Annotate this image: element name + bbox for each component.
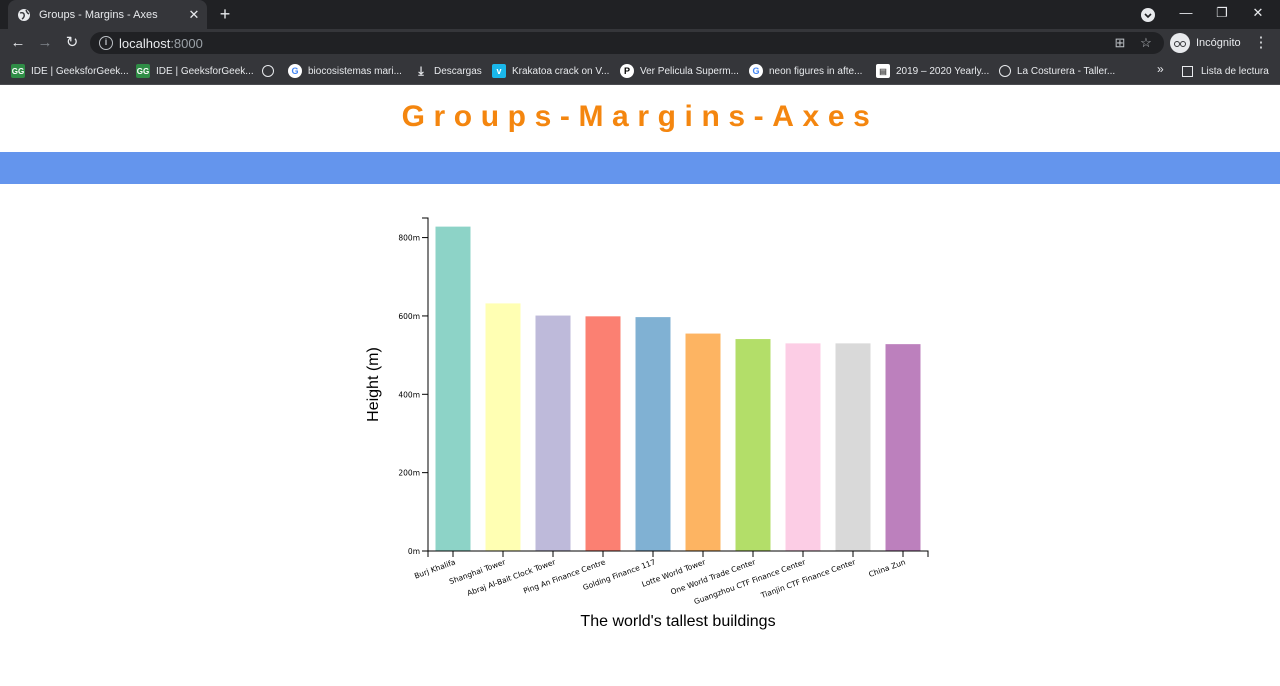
globe-icon [18, 8, 30, 21]
reload-icon[interactable]: ↻ [65, 34, 79, 51]
bookmark-item[interactable]: v Krakatoa crack on V... [492, 62, 609, 80]
page-title: Groups-Margins-Axes [401, 100, 879, 133]
browser-toolbar: ← → ↻ i localhost :8000 ⊞ ☆ [0, 29, 1280, 57]
tab-title: Groups - Margins - Axes [39, 8, 158, 21]
y-tick-label: 800m [398, 234, 420, 243]
bookmark-label: Ver Pelicula Superm... [640, 65, 739, 77]
browser-tab-strip: Groups - Margins - Axes ✕ + — ❐ ✕ [0, 0, 1280, 29]
y-tick-label: 200m [398, 469, 420, 478]
translate-icon[interactable]: ⊞ [1114, 35, 1126, 50]
y-tick-label: 400m [398, 390, 420, 399]
y-axis: 0m 200m 400m 600m 800m [398, 217, 429, 556]
download-icon: ⤓ [418, 63, 424, 78]
bookmark-label: Krakatoa crack on V... [512, 65, 610, 77]
bar [785, 343, 821, 551]
bookmark-item[interactable]: GG IDE | GeeksforGeek... [11, 62, 129, 80]
tab-search-icon[interactable] [1138, 5, 1158, 25]
bookmarks-bar: GG IDE | GeeksforGeek... GG IDE | Geeksf… [0, 57, 1280, 85]
google-icon: G [749, 64, 763, 78]
bookmark-item[interactable]: La Costurera - Taller... [999, 62, 1115, 80]
site-info-icon[interactable]: i [99, 36, 113, 50]
bookmark-label: IDE | GeeksforGeek... [31, 65, 129, 77]
reading-list-icon [1182, 65, 1193, 77]
reading-list-button[interactable]: Lista de lectura [1182, 62, 1269, 80]
new-tab-button[interactable]: + [219, 4, 231, 24]
x-tick-label: Abraj Al-Bait Clock Tower [466, 557, 558, 598]
bookmark-item[interactable]: ▤ 2019 – 2020 Yearly... [876, 62, 989, 80]
bookmark-item[interactable] [262, 62, 280, 80]
incognito-indicator[interactable]: Incógnito [1170, 32, 1241, 54]
window-close-icon[interactable]: ✕ [1252, 5, 1264, 20]
y-axis-line [422, 217, 429, 552]
bar [835, 343, 871, 551]
bookmark-label: biocosistemas mari... [308, 65, 402, 77]
bar [735, 339, 771, 551]
incognito-label: Incógnito [1196, 37, 1241, 49]
y-axis-title: Height (m) [365, 347, 382, 422]
x-tick-label: Ping An Finance Centre [522, 557, 607, 595]
bookmark-label: 2019 – 2020 Yearly... [896, 65, 990, 77]
x-tick-label: China Zun [867, 557, 906, 579]
x-axis-line [427, 550, 929, 557]
reading-list-label: Lista de lectura [1201, 65, 1269, 77]
bar [535, 315, 571, 551]
address-bar[interactable]: i localhost :8000 ⊞ ☆ [90, 32, 1164, 54]
x-tick-label: Tianjin CTF Finance Center [759, 557, 858, 600]
browser-tab[interactable]: Groups - Margins - Axes ✕ [8, 0, 207, 29]
bookmark-item[interactable]: ⤓ Descargas [414, 62, 482, 80]
bar [685, 333, 721, 551]
incognito-icon [1170, 33, 1190, 53]
menu-icon[interactable]: ⋮ [1253, 34, 1269, 51]
bookmark-item[interactable]: GG IDE | GeeksforGeek... [136, 62, 254, 80]
x-axis-title: The world's tallest buildings [580, 613, 775, 630]
doc-icon: ▤ [876, 64, 890, 78]
gfg-icon: GG [136, 64, 150, 78]
bookmarks-more-icon[interactable]: » [1157, 62, 1164, 76]
bar [885, 344, 921, 551]
forward-icon[interactable]: → [37, 34, 53, 51]
bookmark-item[interactable]: P Ver Pelicula Superm... [620, 62, 739, 80]
globe-icon [999, 65, 1011, 77]
bar [585, 316, 621, 551]
bookmark-label: IDE | GeeksforGeek... [156, 65, 254, 77]
url-host: localhost [119, 35, 171, 51]
tab-close-icon[interactable]: ✕ [188, 6, 200, 22]
y-tick-label: 0m [408, 547, 420, 556]
y-tick-label: 600m [398, 312, 420, 321]
maximize-icon[interactable]: ❐ [1216, 5, 1228, 20]
header-band [0, 152, 1280, 184]
back-icon[interactable]: ← [10, 34, 26, 51]
vimeo-icon: v [492, 64, 506, 78]
p-icon: P [620, 64, 634, 78]
bookmark-label: neon figures in afte... [769, 65, 863, 77]
bookmark-item[interactable]: G biocosistemas mari... [288, 62, 402, 80]
bar [485, 303, 521, 551]
globe-icon [262, 65, 274, 77]
url-port: :8000 [170, 35, 203, 51]
bars-group [435, 226, 921, 551]
bar [635, 317, 671, 551]
bar [435, 226, 471, 551]
minimize-icon[interactable]: — [1179, 5, 1193, 20]
gfg-icon: GG [11, 64, 25, 78]
bookmark-star-icon[interactable]: ☆ [1140, 35, 1152, 50]
bookmark-label: La Costurera - Taller... [1017, 65, 1116, 77]
bookmark-item[interactable]: G neon figures in afte... [749, 62, 862, 80]
google-icon: G [288, 64, 302, 78]
bookmark-label: Descargas [434, 65, 482, 77]
